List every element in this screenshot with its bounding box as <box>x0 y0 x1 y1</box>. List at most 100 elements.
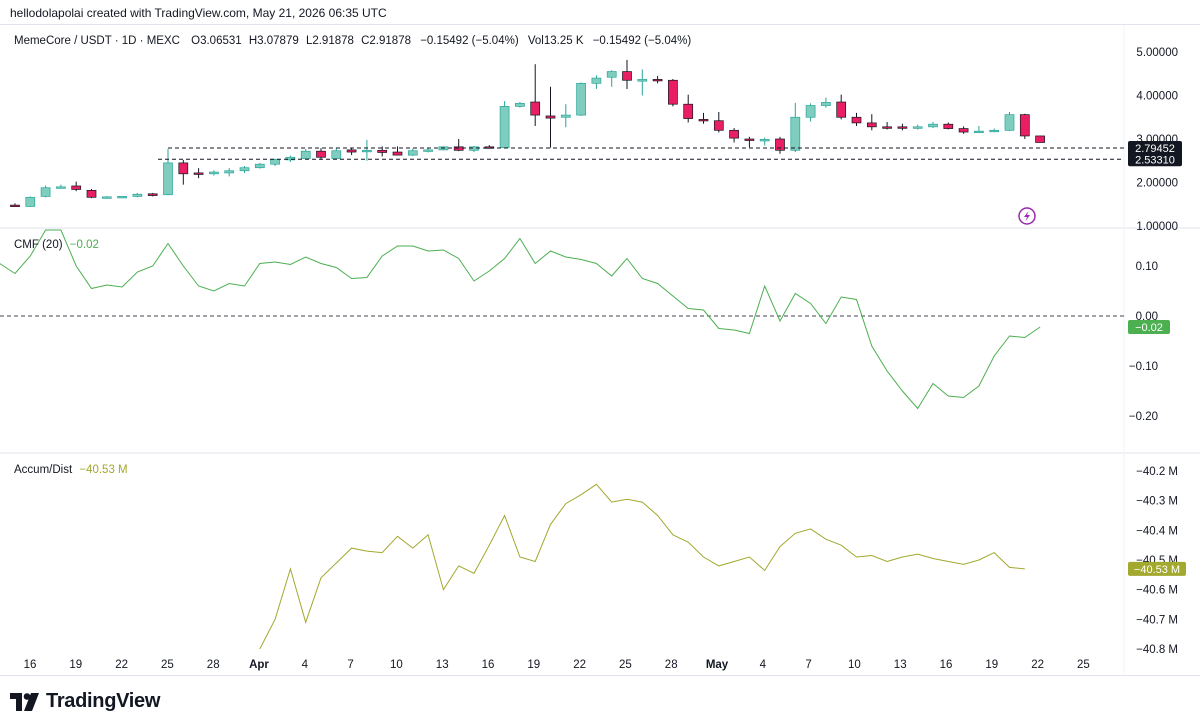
cmf-tick-label: 0.10 <box>1136 261 1158 273</box>
legend-high: H3.07879 <box>249 35 299 47</box>
candle-down <box>729 129 739 139</box>
cmf-axis[interactable]: 0.100.00−0.10−0.20−0.02 <box>1128 261 1170 423</box>
accum-dist-axis[interactable]: −40.2 M−40.3 M−40.4 M−40.5 M−40.6 M−40.7… <box>1128 466 1186 656</box>
accum-dist-tick-label: −40.8 M <box>1136 644 1178 656</box>
candle-up <box>759 139 770 142</box>
time-tick-label: 22 <box>573 659 586 671</box>
time-tick-label: Apr <box>249 659 269 671</box>
candle-up <box>25 196 36 207</box>
chart-area[interactable]: 2.79452 2.53310 5.00000 4.00000 3.00000 2.00… <box>0 24 1200 677</box>
accum-dist-line[interactable] <box>259 483 1025 650</box>
candle-down <box>668 79 678 105</box>
candle-up <box>606 71 617 78</box>
candle-down <box>316 150 326 158</box>
price-tick-label: 1.00000 <box>1136 221 1178 233</box>
time-tick-label: 25 <box>161 659 174 671</box>
time-tick-label: 16 <box>940 659 953 671</box>
candle-down <box>622 71 632 81</box>
candle-up <box>407 150 418 156</box>
accum-dist-value: −40.53 M <box>79 464 127 476</box>
time-tick-label: 28 <box>207 659 220 671</box>
accum-dist-tick-label: −40.3 M <box>1136 496 1178 508</box>
candle-up <box>163 162 173 196</box>
time-tick-label: 10 <box>390 659 403 671</box>
tradingview-logo-icon <box>10 692 39 711</box>
time-tick-label: May <box>706 659 729 671</box>
price-label-tag: 2.53310 <box>1128 152 1182 167</box>
candle-down <box>71 185 82 190</box>
legend-low: L2.91878 <box>306 35 354 47</box>
price-axis[interactable]: 5.00000 4.00000 3.00000 2.00000 1.00000 <box>1136 47 1178 233</box>
candle-up <box>362 149 372 153</box>
time-tick-label: 7 <box>805 659 811 671</box>
candle-up <box>117 196 127 199</box>
candle-up <box>224 170 235 174</box>
price-tick-label: 3.00000 <box>1136 134 1178 146</box>
candle-down <box>882 126 892 129</box>
candle-down <box>530 101 541 116</box>
chart-credit: hellodolapolai created with TradingView.… <box>10 6 387 20</box>
price-label-tag: 2.79452 <box>1128 140 1182 155</box>
candle-down <box>346 149 357 153</box>
candle-up <box>300 150 311 159</box>
accum-dist-tick-label: −40.6 M <box>1136 585 1178 597</box>
time-tick-label: 19 <box>985 659 998 671</box>
candle-down <box>147 193 158 196</box>
flash-icon[interactable] <box>1018 207 1036 225</box>
candle-up <box>254 163 265 169</box>
candle-up <box>423 149 433 152</box>
time-tick-label: 4 <box>760 659 767 671</box>
accum-dist-tick-label: −40.2 M <box>1136 466 1178 478</box>
accum-dist-tick-label: −40.4 M <box>1136 525 1178 537</box>
candle-down <box>713 120 724 131</box>
candle-down <box>836 101 847 118</box>
tradingview-logo[interactable]: TradingView <box>10 690 160 713</box>
legend-change-2: −0.15492 (−5.04%) <box>593 35 692 47</box>
candle-up <box>515 102 525 107</box>
candle-down <box>1035 135 1045 143</box>
candle-down <box>958 128 969 133</box>
time-tick-label: 22 <box>1031 659 1044 671</box>
cmf-tick-label: −0.20 <box>1129 411 1158 423</box>
time-tick-label: 25 <box>619 659 632 671</box>
candle-up <box>209 171 219 175</box>
candle-down <box>545 115 556 119</box>
legend-open: O3.06531 <box>191 35 242 47</box>
candle-down <box>683 103 694 119</box>
candle-down <box>392 151 403 156</box>
candle-up <box>270 159 280 165</box>
candle-up <box>821 102 831 106</box>
legend-change: −0.15492 (−5.04%) <box>420 35 519 47</box>
accum-dist-value-tag <box>1128 561 1186 576</box>
price-tick-label: 5.00000 <box>1136 47 1178 59</box>
time-tick-label: 25 <box>1077 659 1090 671</box>
time-tick-label: 13 <box>436 659 449 671</box>
accum-dist-tick-label: −40.7 M <box>1136 614 1178 626</box>
candle-down <box>744 138 755 141</box>
time-tick-label: 28 <box>665 659 678 671</box>
time-tick-label: 22 <box>115 659 128 671</box>
accum-dist-value-tag-text: −40.53 M <box>1134 564 1180 576</box>
candle-up <box>499 106 510 149</box>
candle-up <box>591 77 602 84</box>
candle-down <box>453 146 464 151</box>
cmf-line[interactable] <box>0 229 1041 410</box>
candle-down <box>10 204 20 207</box>
candle-down <box>377 149 388 153</box>
time-axis[interactable]: 16 19 22 25 28 Apr 4 7 10 13 16 19 22 25 28 May 4 7 10 13 16… <box>24 659 1090 671</box>
cmf-value-tag-text: −0.02 <box>1135 322 1163 334</box>
cmf-value-tag <box>1128 320 1170 334</box>
candle-down <box>866 122 877 128</box>
candle-up <box>989 129 1000 133</box>
svg-text:MemeCore / USDT · 1D · MEXC: MemeCore / USDT · 1D · MEXC O3.06531 H3.… <box>14 35 691 47</box>
candle-down <box>851 116 862 124</box>
candle-up <box>974 130 984 134</box>
candle-down <box>652 79 663 82</box>
svg-text:Accum/Dist −40.53 M: Accum/Dist −40.53 M <box>14 464 128 476</box>
candle-up <box>912 126 923 129</box>
price-tick-label: 4.00000 <box>1136 91 1178 103</box>
candle-up <box>637 79 648 82</box>
candle-up <box>101 196 112 199</box>
